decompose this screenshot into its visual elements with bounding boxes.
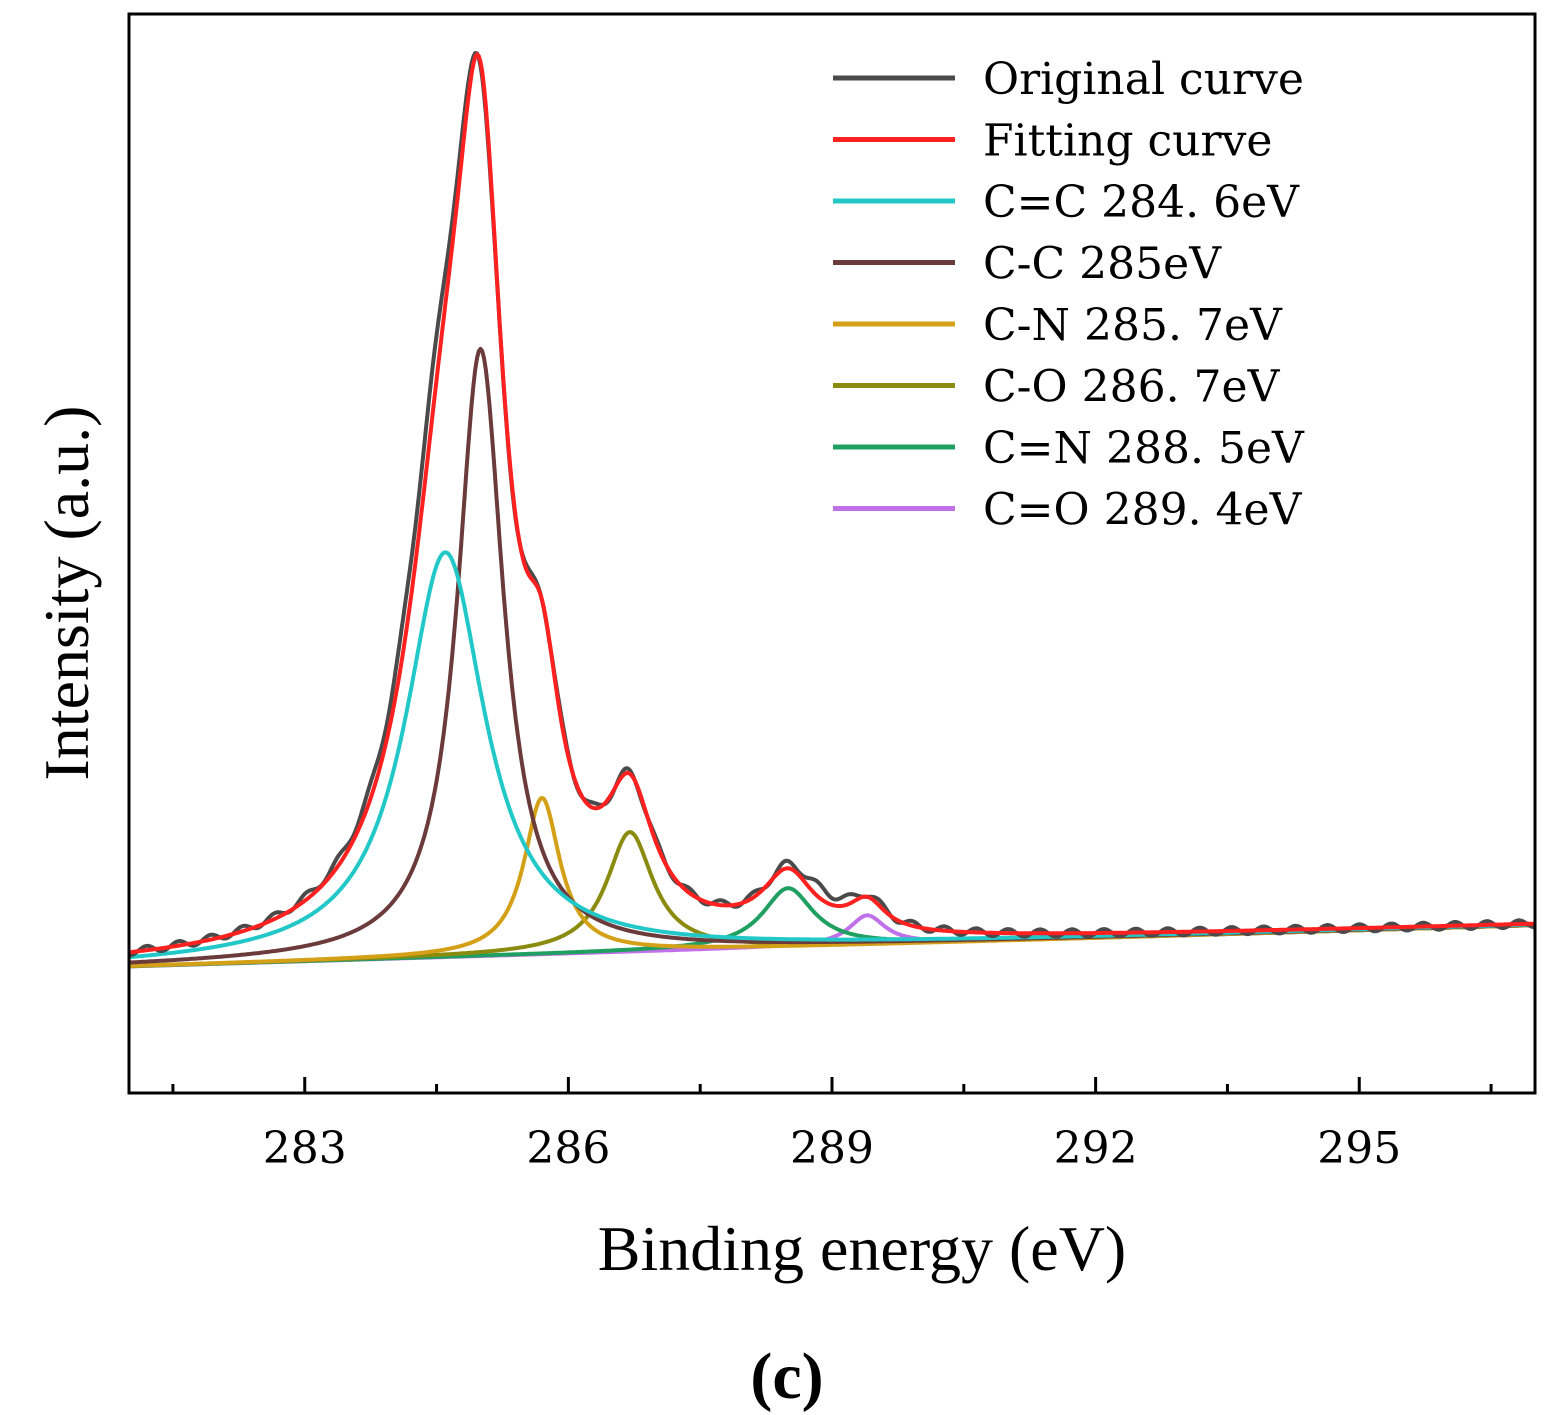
- curves-layer: [128, 51, 1536, 969]
- legend-label: C-N 285. 7eV: [983, 300, 1283, 351]
- series-line-fitting-curve: [128, 52, 1536, 955]
- x-axis-ticks: 283 286 289 292 295: [171, 1077, 1493, 1174]
- x-tick-label: 295: [1317, 1123, 1401, 1174]
- x-tick-label: 286: [526, 1123, 610, 1174]
- legend-label: Fitting curve: [983, 116, 1272, 167]
- legend-label: Original curve: [983, 54, 1304, 105]
- y-axis-title: Intensity (a.u.): [31, 406, 102, 781]
- series-line-original-curve: [128, 51, 1536, 958]
- legend-label: C-C 285eV: [983, 239, 1222, 290]
- panel-label: (c): [750, 1340, 823, 1413]
- x-axis-title: Binding energy (eV): [598, 1213, 1126, 1284]
- x-tick-label: 283: [263, 1123, 347, 1174]
- legend-label: C=O 289. 4eV: [983, 485, 1303, 536]
- legend-label: C-O 286. 7eV: [983, 362, 1281, 413]
- legend-label: C=C 284. 6eV: [983, 177, 1300, 228]
- legend: Original curve Fitting curve C=C 284. 6eV C…: [833, 54, 1305, 536]
- x-tick-label: 289: [790, 1123, 874, 1174]
- series-line-c-c: [128, 346, 1536, 965]
- legend-label: C=N 288. 5eV: [983, 423, 1305, 474]
- x-tick-label: 292: [1054, 1123, 1138, 1174]
